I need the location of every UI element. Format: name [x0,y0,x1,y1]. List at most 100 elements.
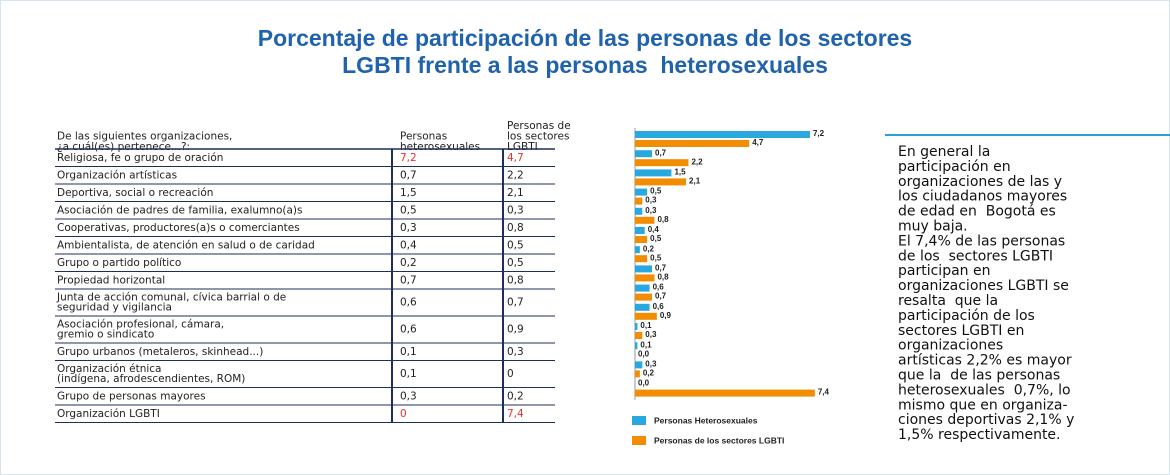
bar-label: 0,1 [640,340,652,349]
paragraph-line: organizaciones de las y [898,174,1062,190]
bar-label: 0,7 [655,264,667,273]
paragraph-line: muy baja. [898,219,968,235]
cell: 7,2 [400,152,417,164]
row-label: gremio o sindicato [57,329,154,341]
bar [635,197,643,205]
paragraph-line: organizaciones [898,338,1003,354]
bar-label: 0,2 [643,369,655,378]
bar [635,265,653,273]
row-label: seguridad y vigilancia [57,302,172,314]
row-label: Organización étnica [57,363,161,375]
bar [635,140,750,147]
bar [635,246,640,254]
bar-label: 0,3 [645,206,657,215]
cell: 0,3 [507,204,524,216]
cell: 1,5 [400,187,417,199]
bar-label: 0,3 [645,196,657,205]
cell: 0,1 [400,368,417,380]
bar [635,303,650,311]
bar [635,293,653,301]
legend-label: Personas Heterosexuales [654,415,758,425]
title: Porcentaje de participación de las perso… [258,25,912,51]
cell: 0,5 [400,204,417,216]
bar-label: 4,7 [752,138,764,147]
paragraph-line: organizaciones LGBTI se [898,278,1069,294]
paragraph-line: mismo que en organiza- [898,397,1068,413]
cell: 0,8 [507,222,524,234]
cell: 2,2 [507,169,524,181]
paragraph-line: participación en [898,159,1011,175]
bar-label: 2,2 [691,157,703,166]
cell: 0,3 [400,222,417,234]
bar [635,332,643,339]
cell: 2,1 [507,187,524,199]
bar [635,207,643,215]
bar [635,169,672,177]
bar-label: 1,5 [674,168,686,177]
bar [635,131,810,138]
cell: 0,8 [507,274,524,286]
row-label: Religiosa, fe o grupo de oración [57,152,223,164]
bar [635,227,645,234]
cell: 0,7 [400,169,417,181]
cell: 0,7 [400,274,417,286]
bar-label: 7,4 [818,388,830,397]
cell: 0,3 [400,390,417,402]
paragraph-line: participan en [898,263,990,279]
bar [635,216,655,224]
table-header: los sectores [507,131,569,143]
row-label: Grupo urbanos (metaleros, skinhead...) [57,346,263,358]
paragraph-line: participación de los [898,308,1035,324]
bar-label: 0,6 [653,302,665,311]
bar-label: 0,8 [657,273,669,282]
table-header: Personas [400,131,447,143]
cell: 0,3 [507,346,524,358]
title: LGBTI frente a las personas heterosexual… [342,52,828,78]
bar [635,159,689,167]
paragraph-line: 1,5% respectivamente. [898,427,1061,443]
row-label: Propiedad horizontal [57,274,165,286]
cell: 0 [507,368,514,380]
bar-label: 0,3 [645,330,657,339]
row-label: Grupo o partido político [57,257,181,269]
bar-label: 0,5 [650,253,662,262]
paragraph-line: sectores LGBTI en [898,323,1024,339]
legend-swatch [632,416,646,425]
bar [635,342,638,350]
bar-label: 0,5 [650,187,662,196]
bar [635,236,648,243]
bar [635,389,815,397]
row-label: Cooperativas, productores(a)s o comercia… [57,222,300,234]
bar-label: 0,9 [660,311,672,320]
legend-swatch [632,436,646,445]
cell: 0,7 [507,297,524,309]
paragraph-line: artísticas 2,2% es mayor [898,353,1072,369]
cell: 7,4 [507,408,524,420]
paragraph-line: ciones deportivas 2,1% y [898,412,1074,428]
row-label: Ambientalista, de atención en salud o de… [57,239,315,251]
bar [635,274,655,282]
legend-label: Personas de los sectores LGBTI [654,435,784,445]
cell: 0 [400,408,407,420]
table-header: De las siguientes organizaciones, [57,131,232,143]
bar [635,255,648,263]
bar-label: 0,0 [638,349,650,358]
row-label: Grupo de personas mayores [57,390,206,402]
row-label: Junta de acción comunal, cívica barrial … [56,292,286,304]
bar-label: 0,3 [645,360,657,369]
bar-label: 0,7 [655,292,667,301]
cell: 0,2 [507,390,524,402]
bar-label: 0,5 [650,234,662,243]
paragraph-line: resalta que la [898,293,998,309]
table-header: ¿a cuál(es) pertenece...?: [57,141,190,153]
bar [635,178,687,186]
paragraph-line: heterosexuales 0,7%, lo [898,382,1071,398]
bar-label: 0,1 [640,321,652,330]
row-label: (indígena, afrodescendientes, ROM) [57,373,245,385]
table-header: LGBTI [507,141,538,153]
table-header: Personas de [507,120,571,132]
bar [635,188,648,196]
cell: 0,9 [507,324,524,336]
bar [635,370,640,378]
